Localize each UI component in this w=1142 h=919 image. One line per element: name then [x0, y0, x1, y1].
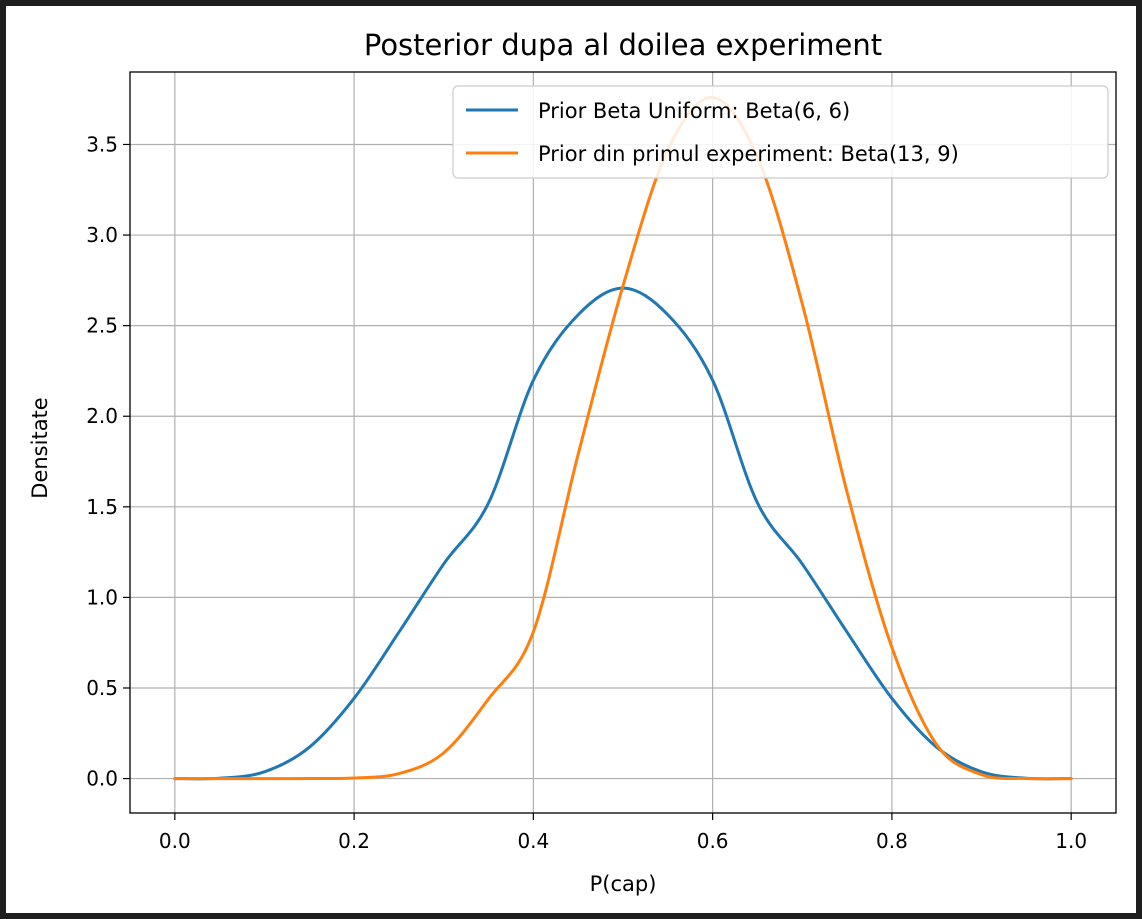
legend-box	[452, 85, 1109, 179]
legend-label-prior-beta-uniform: Prior Beta Uniform: Beta(6, 6)	[538, 99, 850, 123]
y-tick-label: 0.5	[86, 676, 118, 700]
x-tick-label: 0.6	[697, 829, 729, 853]
chart-figure: 0.0 0.2 0.4 0.6 0.8 1.0 0.0 0.5 1.0 1.5 2.0 2.5 3.0…	[6, 6, 1136, 913]
x-tick-label: 0.8	[876, 829, 908, 853]
series-lines	[173, 95, 1073, 781]
legend: Prior Beta Uniform: Beta(6, 6) Prior din…	[452, 85, 1109, 179]
x-axis-ticks: 0.0 0.2 0.4 0.6 0.8 1.0	[159, 813, 1087, 853]
y-tick-label: 3.0	[86, 223, 118, 247]
y-tick-label: 0.0	[86, 767, 118, 791]
y-axis-ticks: 0.0 0.5 1.0 1.5 2.0 2.5 3.0 3.5	[86, 132, 130, 791]
grid-lines	[130, 72, 1116, 813]
y-axis-label: Densitate	[28, 397, 52, 498]
y-tick-label: 2.5	[86, 314, 118, 338]
y-tick-label: 1.0	[86, 585, 118, 609]
legend-label-prior-primul-experiment: Prior din primul experiment: Beta(13, 9)	[538, 142, 959, 166]
x-tick-label: 0.2	[338, 829, 370, 853]
plot-area-frame	[129, 71, 1117, 814]
chart-title: Posterior dupa al doilea experiment	[364, 28, 882, 62]
y-tick-label: 1.5	[86, 495, 118, 519]
x-tick-label: 0.0	[159, 829, 191, 853]
series-line-prior-beta-uniform	[173, 286, 1073, 781]
chart-svg: 0.0 0.2 0.4 0.6 0.8 1.0 0.0 0.5 1.0 1.5 2.0 2.5 3.0…	[28, 28, 1117, 896]
y-tick-label: 2.0	[86, 404, 118, 428]
x-tick-label: 0.4	[517, 829, 549, 853]
y-tick-label: 3.5	[86, 132, 118, 156]
series-line-prior-primul-experiment	[173, 95, 1073, 781]
x-tick-label: 1.0	[1055, 829, 1087, 853]
x-axis-label: P(cap)	[590, 872, 657, 896]
